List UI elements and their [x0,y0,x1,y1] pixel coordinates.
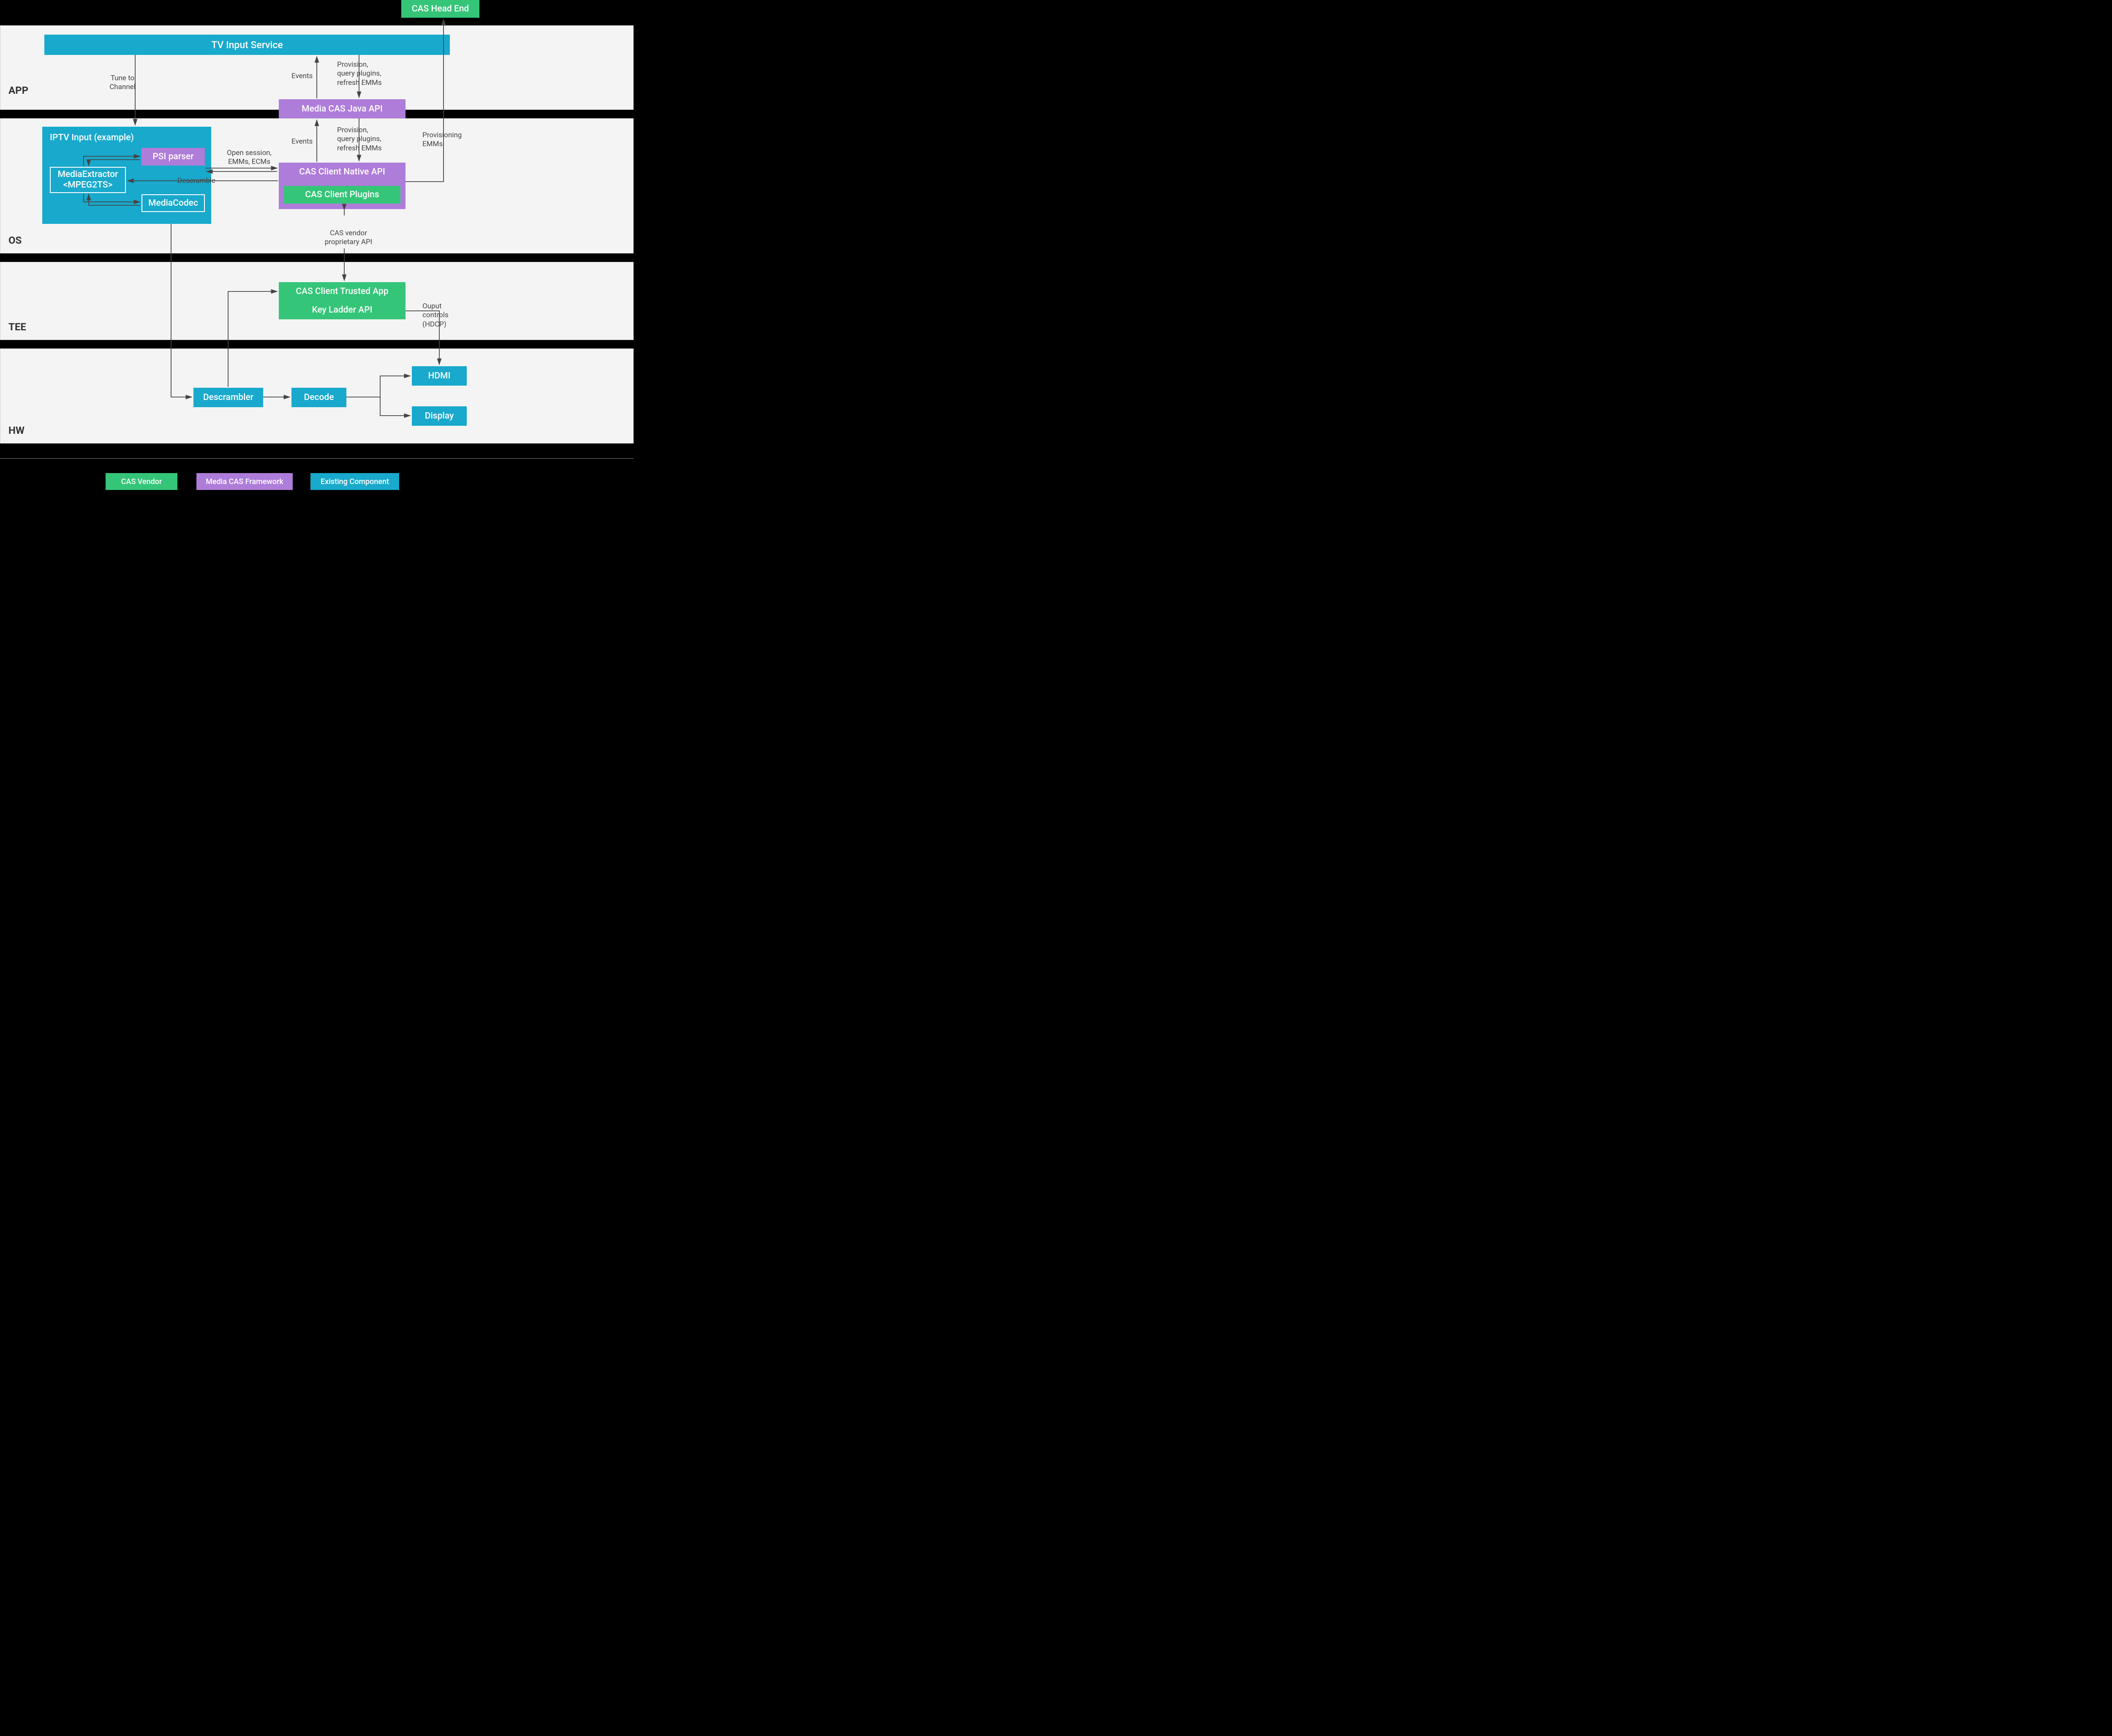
edge-events1: Events [291,72,313,81]
legend-label: Media CAS Framework [206,477,283,486]
node-cas-client-trusted-app: CAS Client Trusted App [279,282,406,301]
node-media-codec: MediaCodec [142,194,205,212]
edge-output-controls: Ouputcontrols(HDCP) [422,302,465,329]
node-label: Media CAS Java API [302,104,383,114]
edge-provision1: Provision,query plugins,refresh EMMs [337,60,396,87]
layer-os-label: OS [8,234,22,246]
node-cas-client-plugins: CAS Client Plugins [284,186,400,204]
node-decode: Decode [291,388,346,407]
edge-tune-to-channel: Tune toChannel [101,74,144,92]
node-media-extractor: MediaExtractor <MPEG2TS> [50,167,126,193]
edge-provisioning-emms: ProvisioningEMMs [422,131,473,149]
node-label: IPTV Input (example) [50,133,134,143]
layer-hw-label: HW [8,424,24,436]
node-hdmi: HDMI [412,366,467,386]
legend-label: CAS Vendor [121,477,162,486]
node-label: CAS Client Native API [299,167,385,177]
legend-separator [0,458,634,459]
node-label: HDMI [428,371,451,381]
edge-open-session: Open session,EMMs, ECMs [220,149,279,167]
legend-media-cas-framework: Media CAS Framework [196,473,293,490]
legend-label: Existing Component [321,477,389,486]
edge-events2: Events [291,137,313,146]
node-label: Display [425,411,454,421]
node-descrambler: Descrambler [193,388,263,407]
node-key-ladder-api: Key Ladder API [279,301,406,319]
node-label: MediaExtractor <MPEG2TS> [54,169,122,190]
node-display: Display [412,406,467,426]
node-label: Decode [304,392,334,403]
node-label: CAS Client Trusted App [296,286,388,297]
node-label: CAS Head End [412,4,469,14]
edge-provision2: Provision,query plugins,refresh EMMs [337,126,396,153]
edge-descramble: Descramble [171,177,222,185]
node-media-cas-java-api: Media CAS Java API [279,99,406,118]
node-psi-parser: PSI parser [142,148,205,166]
node-cas-head-end: CAS Head End [401,0,479,18]
legend-cas-vendor: CAS Vendor [106,473,177,490]
layer-app-label: APP [8,84,28,96]
node-label: CAS Client Plugins [305,190,379,200]
node-label: Descrambler [203,392,253,403]
legend-existing-component: Existing Component [310,473,399,490]
edge-cas-vendor-api: CAS vendorproprietary API [319,229,378,247]
layer-tee-label: TEE [8,321,26,333]
node-label: TV Input Service [211,39,283,51]
node-label: MediaCodec [148,198,198,208]
node-label: Key Ladder API [312,305,372,315]
node-tv-input-service: TV Input Service [44,35,450,55]
node-label: PSI parser [152,152,193,162]
